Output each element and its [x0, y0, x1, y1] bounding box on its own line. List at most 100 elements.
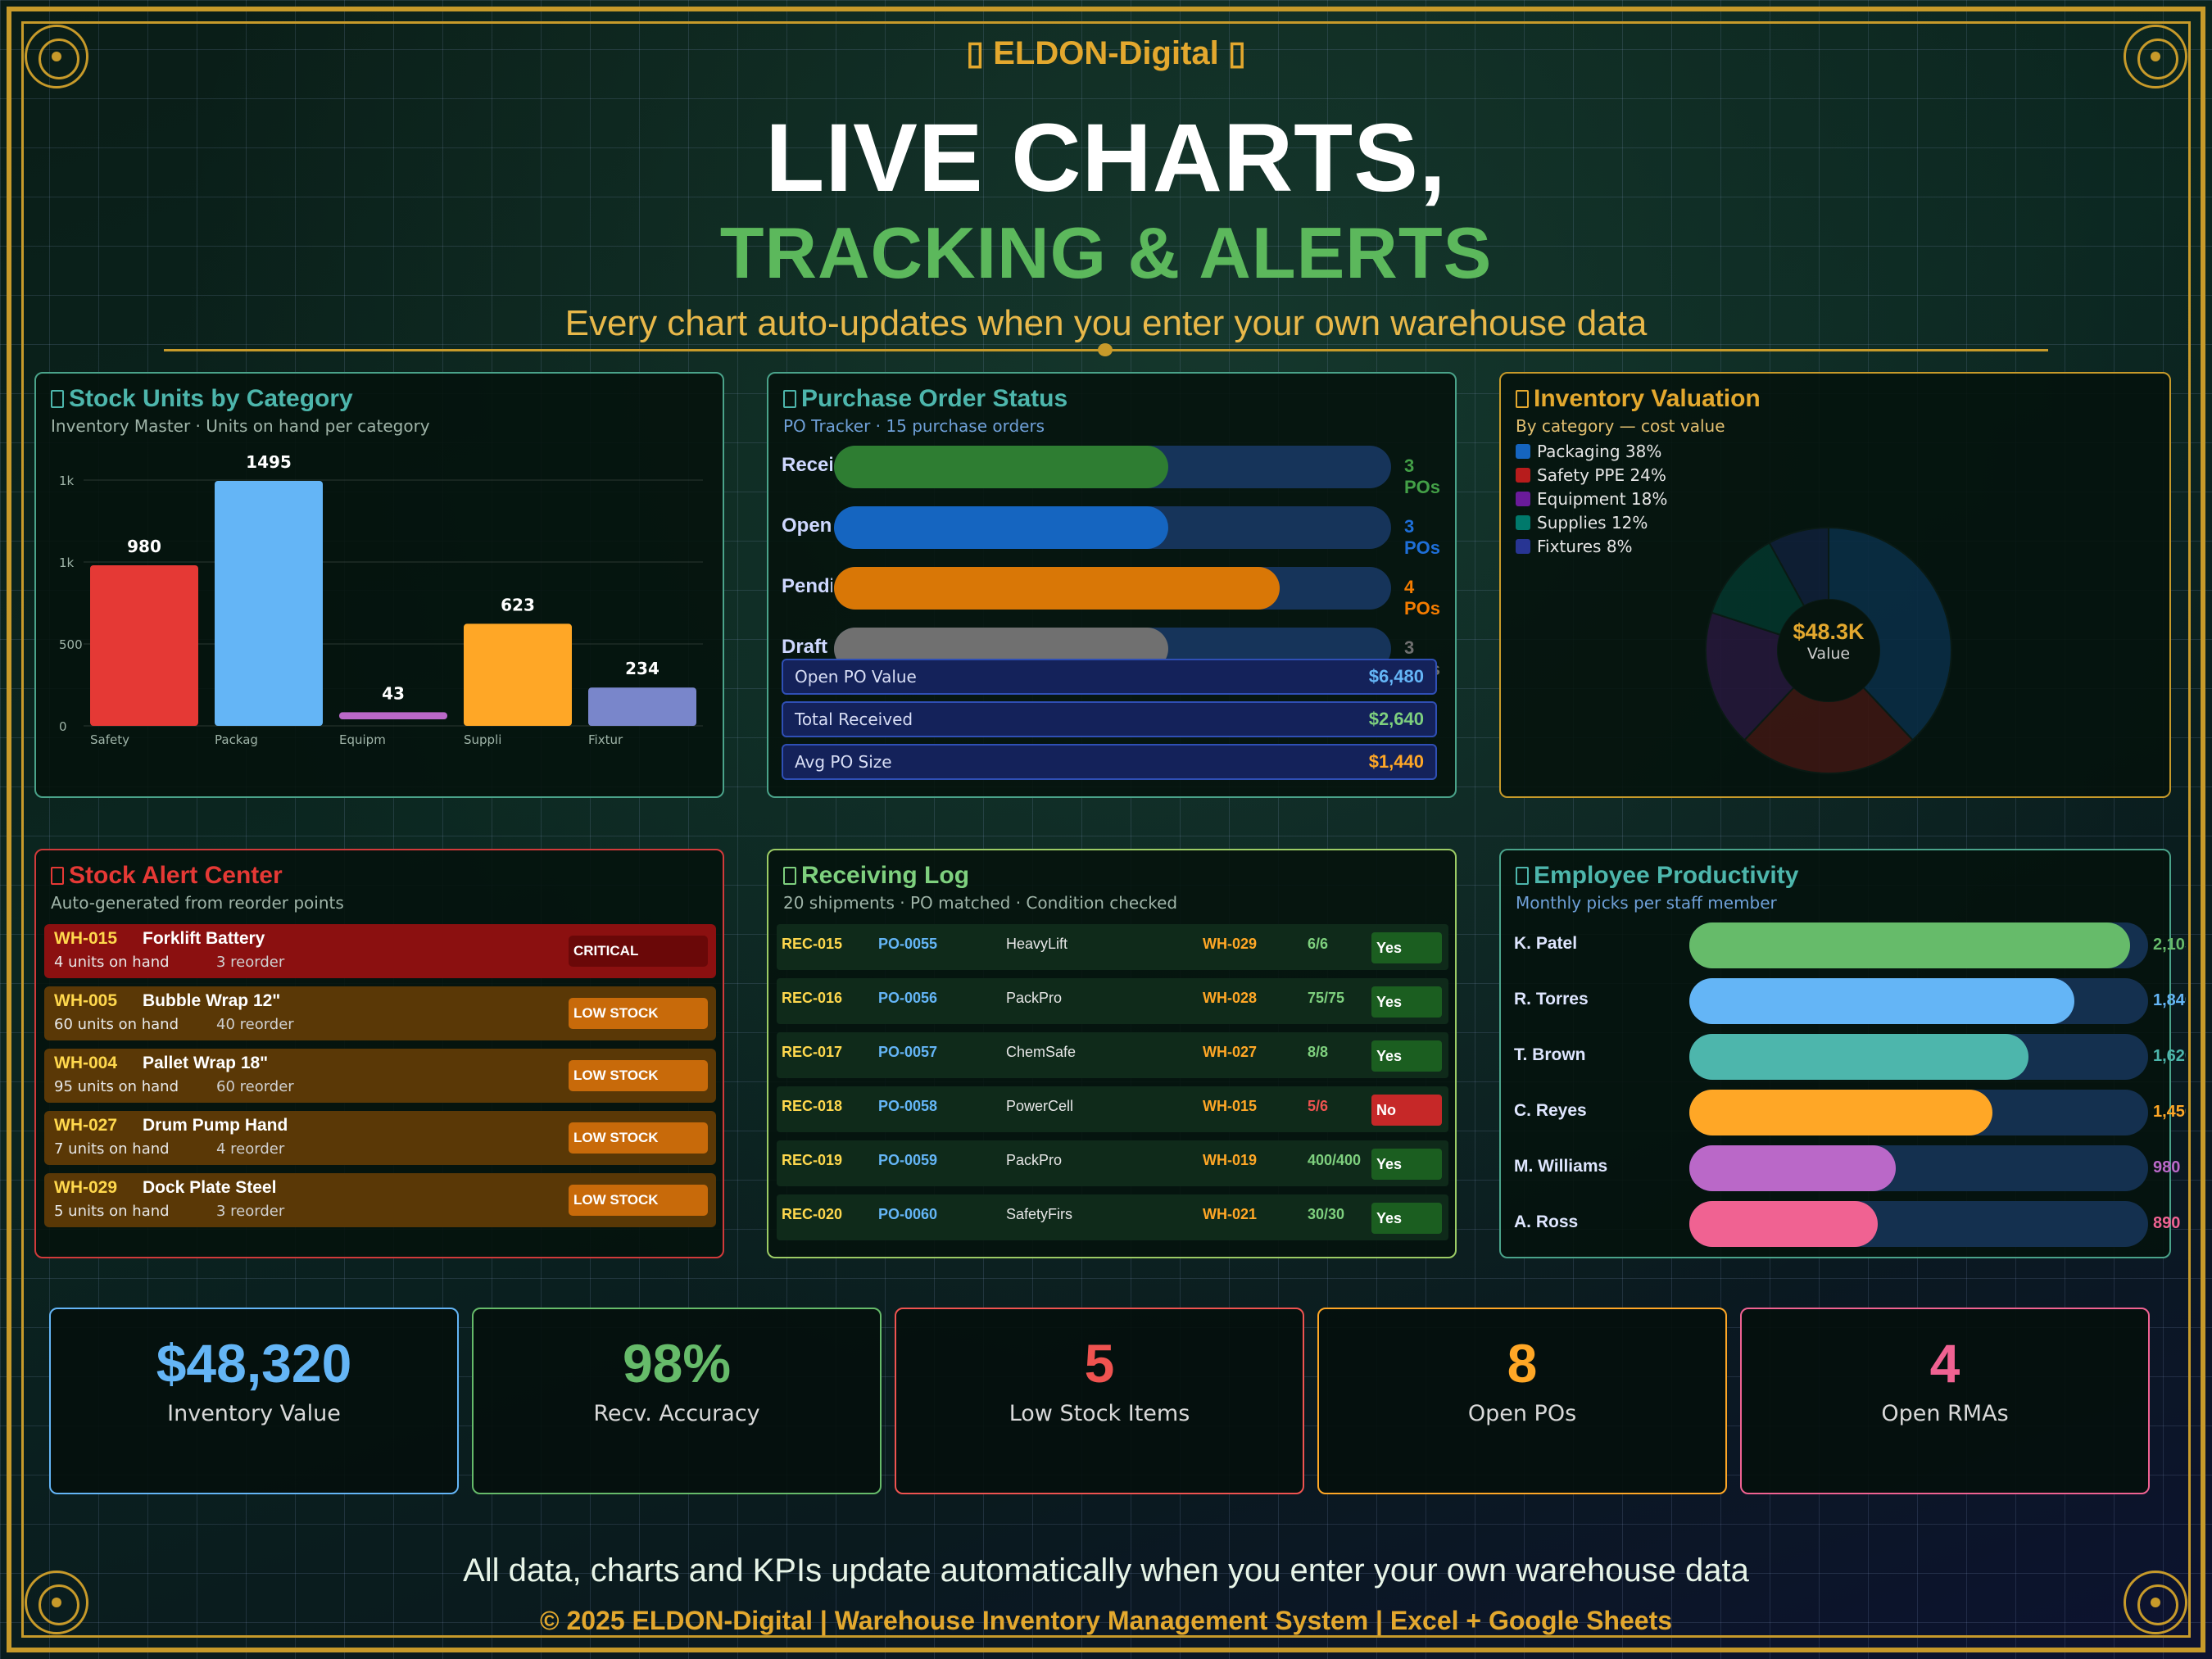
employee-bar-track	[1689, 922, 2148, 968]
receiving-sku: WH-015	[1203, 1098, 1258, 1114]
employee-bar-fill	[1689, 1090, 1992, 1135]
alert-item[interactable]: WH-015 Forklift Battery 4 units on hand 3 r…	[44, 924, 716, 978]
receiving-row[interactable]: REC-020 PO-0060 SafetyFirs WH-021 30/30 Yes	[777, 1194, 1448, 1240]
po-status-title: Purchase Order Status	[783, 385, 1440, 413]
alert-status-badge: LOW STOCK	[569, 1122, 708, 1154]
kpi-card: $48,320 Inventory Value	[49, 1308, 459, 1494]
employee-bar-track	[1689, 1145, 2148, 1191]
po-summary-box: Avg PO Size $1,440	[782, 744, 1437, 780]
receiving-qty: 75/75	[1308, 990, 1345, 1006]
receiving-po: PO-0059	[878, 1152, 938, 1168]
alert-reorder: 60 reorder	[216, 1078, 294, 1095]
po-summary-label: Total Received	[795, 709, 913, 729]
legend-swatch	[1516, 443, 1530, 459]
stock-alert-subtitle: Auto-generated from reorder points	[51, 893, 344, 913]
alert-sku: WH-005	[54, 991, 118, 1010]
alert-status-badge: LOW STOCK	[569, 1060, 708, 1091]
alert-status-badge: LOW STOCK	[569, 998, 708, 1029]
alert-units: 5 units on hand	[54, 1203, 170, 1220]
receiving-sku: WH-027	[1203, 1044, 1258, 1060]
employee-name: M. Williams	[1514, 1157, 1608, 1176]
employee-picks-value: 980	[2153, 1158, 2181, 1176]
bar-value-label: 1495	[246, 456, 292, 472]
legend-label: Supplies 12%	[1537, 512, 1648, 533]
kpi-value: $48,320	[156, 1333, 352, 1394]
receiving-sku: WH-021	[1203, 1206, 1258, 1222]
receiving-condition-badge: Yes	[1371, 932, 1442, 963]
legend-item: Equipment 18%	[1516, 487, 2155, 510]
employee-name: T. Brown	[1514, 1045, 1586, 1064]
receiving-vendor: ChemSafe	[1006, 1044, 1077, 1060]
alert-item-name: Forklift Battery	[143, 929, 265, 948]
header-divider-dot	[1098, 343, 1113, 356]
receiving-po: PO-0060	[878, 1206, 938, 1222]
corner-ornament-top-right	[2124, 25, 2187, 88]
employee-bar-fill	[1689, 978, 2075, 1024]
alert-units: 4 units on hand	[54, 954, 170, 971]
kpi-card: 8 Open POs	[1317, 1308, 1727, 1494]
bar	[588, 687, 696, 726]
employee-name: K. Patel	[1514, 934, 1578, 953]
tagline: Every chart auto-updates when you enter …	[564, 303, 1648, 343]
legend-item: Safety PPE 24%	[1516, 463, 2155, 487]
receiving-row[interactable]: REC-015 PO-0055 HeavyLift WH-029 6/6 Yes	[777, 924, 1448, 970]
kpi-card: 5 Low Stock Items	[895, 1308, 1304, 1494]
alert-item-name: Dock Plate Steel	[143, 1178, 277, 1197]
page-subtitle: TRACKING & ALERTS	[719, 212, 1493, 293]
kpi-value: 5	[1084, 1333, 1115, 1394]
receiving-id: REC-017	[782, 1044, 843, 1060]
po-status-fill	[834, 567, 1280, 610]
receiving-qty: 8/8	[1308, 1044, 1329, 1060]
kpi-label: Recv. Accuracy	[593, 1401, 760, 1426]
kpi-label: Open POs	[1467, 1401, 1577, 1426]
alert-item[interactable]: WH-005 Bubble Wrap 12" 60 units on hand 40 …	[44, 986, 716, 1040]
x-tick-label: Safety	[90, 732, 129, 747]
employee-picks-value: 2,105	[2153, 936, 2186, 954]
alert-item[interactable]: WH-027 Drum Pump Hand 7 units on hand 4 reo…	[44, 1111, 716, 1165]
po-status-label: Open	[782, 514, 832, 537]
alert-sku: WH-029	[54, 1178, 118, 1197]
po-status-track	[834, 567, 1391, 610]
alert-sku: WH-027	[54, 1116, 118, 1135]
receiving-qty: 30/30	[1308, 1206, 1345, 1222]
employee-bar-fill	[1689, 922, 2130, 968]
receiving-row[interactable]: REC-017 PO-0057 ChemSafe WH-027 8/8 Yes	[777, 1032, 1448, 1078]
receiving-condition-badge: Yes	[1371, 1149, 1442, 1180]
alert-item[interactable]: WH-004 Pallet Wrap 18" 95 units on hand 60 …	[44, 1049, 716, 1103]
po-status-track	[834, 506, 1391, 549]
po-status-label: Pending	[782, 575, 832, 597]
alert-reorder: 3 reorder	[216, 954, 285, 971]
receiving-qty: 5/6	[1308, 1098, 1329, 1114]
y-tick-label: 1k	[59, 474, 75, 488]
kpi-label: Low Stock Items	[1009, 1401, 1190, 1426]
po-status-track	[834, 446, 1391, 488]
legend-item: Packaging 38%	[1516, 439, 2155, 463]
corner-ornament-top-left	[25, 25, 88, 88]
receiving-row[interactable]: REC-018 PO-0058 PowerCell WH-015 5/6 No	[777, 1086, 1448, 1132]
receiving-qty: 6/6	[1308, 936, 1329, 952]
po-summary-value: $2,640	[1368, 709, 1424, 729]
po-summary-label: Avg PO Size	[795, 752, 892, 772]
x-tick-label: Equipm	[339, 732, 386, 747]
receiving-po: PO-0057	[878, 1044, 938, 1060]
po-summary-value: $1,440	[1368, 751, 1424, 772]
receiving-row[interactable]: REC-016 PO-0056 PackPro WH-028 75/75 Yes	[777, 978, 1448, 1024]
alert-sku: WH-015	[54, 929, 118, 948]
alert-item[interactable]: WH-029 Dock Plate Steel 5 units on hand 3 r…	[44, 1173, 716, 1227]
alert-sku: WH-004	[54, 1054, 118, 1072]
employee-picks-value: 1,840	[2153, 991, 2186, 1009]
stock-alert-title: Stock Alert Center	[51, 862, 708, 890]
employee-bar-track	[1689, 978, 2148, 1024]
brand-label: ▯ ELDON-Digital ▯	[966, 35, 1246, 71]
receiving-condition-badge: Yes	[1371, 1203, 1442, 1234]
po-summary-box: Total Received $2,640	[782, 701, 1437, 737]
alert-units: 60 units on hand	[54, 1016, 179, 1033]
alert-item-name: Bubble Wrap 12"	[143, 991, 281, 1010]
clipboard-icon	[783, 390, 796, 408]
employee-row: T. Brown 1,620	[1514, 1034, 2202, 1080]
kpi-label: Inventory Value	[167, 1401, 341, 1426]
y-tick-label: 0	[59, 719, 67, 734]
po-status-row: Open 3 POs	[782, 506, 1453, 558]
employee-bar-track	[1689, 1034, 2148, 1080]
receiving-row[interactable]: REC-019 PO-0059 PackPro WH-019 400/400 Yes	[777, 1140, 1448, 1186]
